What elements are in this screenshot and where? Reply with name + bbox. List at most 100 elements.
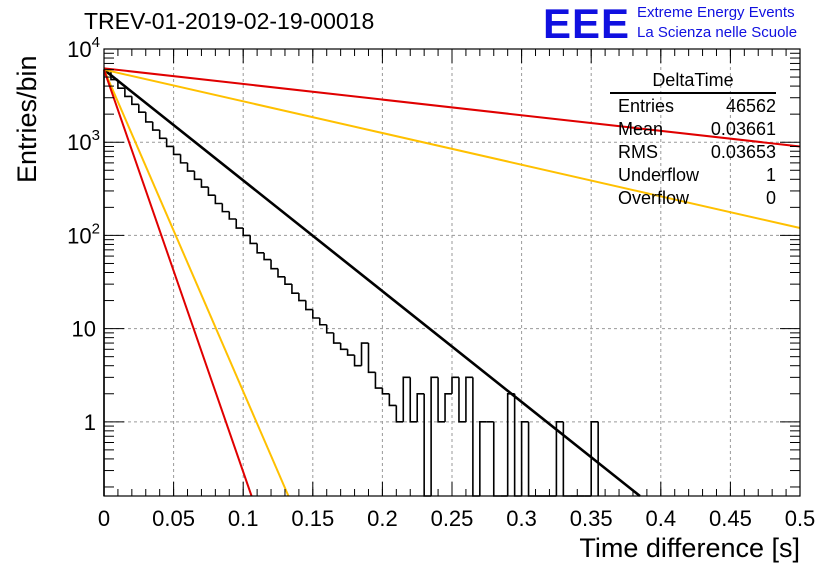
stats-row: RMS 0.03653 xyxy=(610,141,776,164)
histogram-bin xyxy=(172,146,181,156)
histogram-bin xyxy=(263,252,272,261)
stats-label: Mean xyxy=(618,119,664,139)
histogram-bin xyxy=(562,421,571,497)
stats-value: 0 xyxy=(765,188,776,208)
red-fit-curve xyxy=(103,69,253,497)
yellow-fit-curve xyxy=(103,68,801,230)
stats-row: Overflow 0 xyxy=(610,187,776,210)
histogram-bin xyxy=(339,343,348,351)
x-tick-label: 0.35 xyxy=(570,506,613,531)
histogram-bin xyxy=(249,235,258,245)
black-fit-curve xyxy=(103,68,641,498)
histogram-bin xyxy=(367,343,376,374)
histogram-bin xyxy=(472,377,480,497)
histogram-bin xyxy=(284,276,292,285)
histogram-bin xyxy=(200,179,209,188)
histogram-bin xyxy=(520,421,529,496)
stats-box-title: DeltaTime xyxy=(610,70,776,94)
histogram-bin xyxy=(527,421,536,497)
histogram-bin xyxy=(402,376,411,422)
histogram-bin xyxy=(451,376,459,394)
x-tick-label: 0.1 xyxy=(228,506,259,531)
stats-value: 0.03653 xyxy=(710,142,776,162)
x-tick-label: 0 xyxy=(98,506,110,531)
histogram-bin xyxy=(158,130,167,140)
histogram-bin xyxy=(416,392,425,422)
x-tick-label: 0.5 xyxy=(785,506,816,531)
x-tick-label: 0.15 xyxy=(291,506,334,531)
histogram-bin xyxy=(117,79,125,89)
y-tick-labels: 1 10 102 103 104 xyxy=(67,34,100,435)
stats-box: DeltaTime Entries 46562 Mean 0.03661 RMS… xyxy=(610,70,776,210)
histogram-bin xyxy=(388,393,397,407)
histogram-bin xyxy=(353,355,362,367)
x-tick-label: 0.05 xyxy=(152,506,195,531)
histogram-bin xyxy=(479,421,487,496)
stats-label: Underflow xyxy=(618,165,700,185)
histogram-bin xyxy=(242,228,251,237)
x-tick-label: 0.4 xyxy=(646,506,677,531)
grid-lines xyxy=(104,49,800,496)
stats-label: RMS xyxy=(618,142,658,162)
stats-value: 46562 xyxy=(725,96,776,116)
histogram-bin xyxy=(360,342,369,366)
x-tick-label: 0.3 xyxy=(506,506,537,531)
y-tick-label: 104 xyxy=(67,34,100,62)
yellow-fit-curve xyxy=(103,69,290,497)
histogram-bin xyxy=(346,349,355,356)
histogram-bin xyxy=(325,324,334,334)
y-tick-label: 1 xyxy=(84,410,96,435)
x-tick-label: 0.25 xyxy=(431,506,474,531)
histogram-bin xyxy=(513,393,522,497)
histogram-bin xyxy=(458,377,466,423)
histogram-bin xyxy=(312,309,320,319)
histogram-bin xyxy=(235,218,244,229)
stats-row: Entries 46562 xyxy=(610,95,776,118)
histogram-bin xyxy=(430,376,439,496)
y-tick-label: 103 xyxy=(67,127,100,155)
histogram-bin xyxy=(492,421,501,497)
histogram-bin xyxy=(256,243,265,254)
histogram-bin xyxy=(103,69,111,496)
histogram-bin xyxy=(207,187,216,197)
histogram-bin xyxy=(332,332,341,344)
x-tick-labels: 0 0.05 0.1 0.15 0.2 0.25 0.3 0.35 0.4 0.45 0.5 xyxy=(98,506,815,531)
histogram-bin xyxy=(298,293,306,302)
y-axis-label: Entries/bin xyxy=(12,55,42,183)
x-tick-label: 0.45 xyxy=(709,506,752,531)
histogram-bin xyxy=(305,300,313,311)
logo-line-2: La Scienza nelle Scuole xyxy=(637,24,798,41)
fit-curves xyxy=(103,67,801,498)
histogram-bin xyxy=(318,317,327,326)
red-fit-curve xyxy=(103,67,801,148)
histogram-bin xyxy=(381,388,390,395)
stats-value: 0.03661 xyxy=(710,119,776,139)
histogram-bin xyxy=(186,162,195,172)
y-tick-label: 102 xyxy=(67,220,100,248)
y-tick-label: 10 xyxy=(72,317,96,342)
chart-title: TREV-01-2019-02-19-00018 xyxy=(84,8,375,34)
axis-ticks xyxy=(103,48,801,496)
histogram-bin xyxy=(228,211,237,220)
histogram-bin xyxy=(270,259,278,270)
histogram-bin xyxy=(409,377,418,423)
stats-label: Entries xyxy=(618,96,675,116)
histogram-bin xyxy=(131,96,139,106)
stats-value: 1 xyxy=(765,165,776,185)
histogram-bin xyxy=(221,203,230,213)
histogram-bin xyxy=(374,372,383,389)
histogram-bin xyxy=(437,377,446,423)
stats-row: Underflow 1 xyxy=(610,164,776,187)
eee-logo: EEE xyxy=(543,0,631,47)
histogram-bin xyxy=(395,405,404,423)
histogram-bin xyxy=(277,268,285,278)
histogram-bin xyxy=(138,104,146,113)
histogram-bin xyxy=(506,392,515,496)
stats-label: Overflow xyxy=(618,188,690,208)
histogram-bin xyxy=(214,195,223,205)
histogram-bin xyxy=(144,112,153,123)
histogram-bin xyxy=(151,121,160,131)
histogram-bin xyxy=(291,284,299,294)
histogram-bin xyxy=(193,171,202,181)
